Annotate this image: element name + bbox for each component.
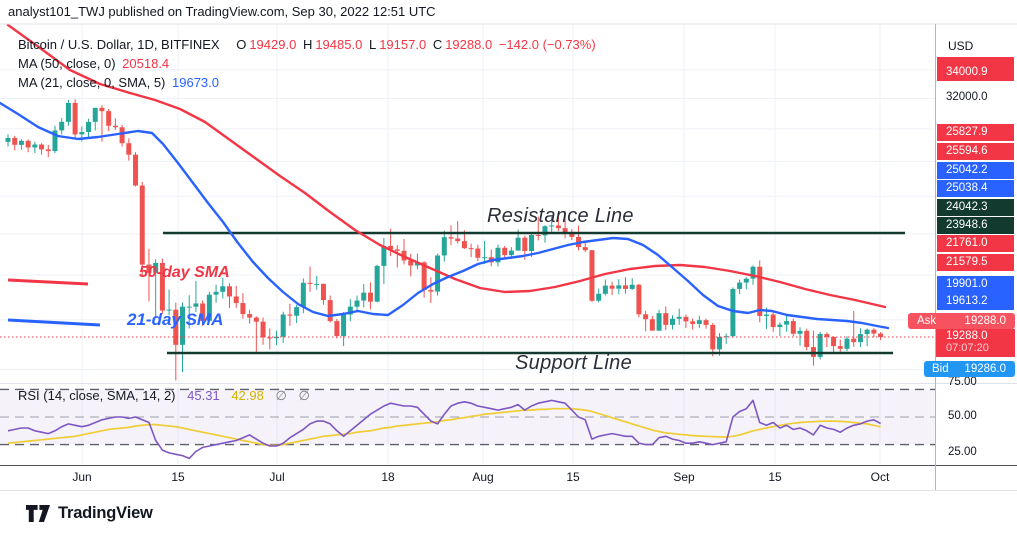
sma21-annotation[interactable]: 21-day SMA xyxy=(127,310,224,329)
ma50-value: 20518.4 xyxy=(122,56,170,71)
ohlc-low-value: 19157.0 xyxy=(379,37,427,52)
bid-price-label: Bid 19286.0 xyxy=(924,361,1015,377)
resistance-line-label[interactable]: Resistance Line xyxy=(487,205,634,227)
bid-tag: Bid xyxy=(932,363,949,375)
ohlc-close-key: C xyxy=(432,37,443,52)
time-label: Sep xyxy=(673,470,695,484)
ask-tag: Ask xyxy=(917,315,937,327)
sma50-annotation[interactable]: 50-day SMA xyxy=(139,264,230,281)
price-label: 21761.0 xyxy=(937,234,1014,252)
price-label: 23948.6 xyxy=(937,216,1014,234)
rsi-ma-value: 42.98 xyxy=(231,388,264,403)
rsi-empty-icon: ∅ xyxy=(275,388,287,403)
time-label: 15 xyxy=(768,470,782,484)
price-label: 25042.2 xyxy=(937,161,1014,179)
ma21-label: MA (21, close, 0, SMA, 5) xyxy=(18,75,166,90)
price-label: 25038.4 xyxy=(937,179,1014,197)
tradingview-wordmark: TradingView xyxy=(58,504,153,522)
price-axis[interactable]: 34000.9 32000.0 25827.9 25594.6 25042.2 25038… xyxy=(936,24,1017,491)
rsi-legend[interactable]: RSI (14, close, SMA, 14, 2) 45.31 42.98 … xyxy=(18,388,310,404)
currency-label[interactable]: USD xyxy=(948,39,974,53)
bar-countdown: 07:07:20 xyxy=(946,342,989,354)
price-label: 19901.0 xyxy=(937,275,1014,293)
rsi-title: RSI (14, close, SMA, 14, 2) xyxy=(18,388,176,403)
ohlc-high-value: 19485.0 xyxy=(315,37,363,52)
symbol-legend[interactable]: Bitcoin / U.S. Dollar, 1D, BITFINEX O 194… xyxy=(18,37,599,52)
price-label: 25594.6 xyxy=(937,142,1014,160)
bid-value: 19286.0 xyxy=(964,363,1006,375)
ohlc-close-value: 19288.0 xyxy=(445,37,493,52)
change-value: −142.0 (−0.73%) xyxy=(498,37,596,52)
tradingview-mark-icon xyxy=(26,505,50,522)
tradingview-logo[interactable]: TradingView xyxy=(26,504,153,523)
time-label: Aug xyxy=(472,470,494,484)
support-line-label[interactable]: Support Line xyxy=(515,352,633,374)
ohlc-open-value: 19429.0 xyxy=(249,37,297,52)
time-label: 15 xyxy=(566,470,580,484)
price-label xyxy=(937,56,1014,66)
last-price-label: 19288.0 07:07:20 xyxy=(936,329,1015,357)
price-label: 21579.5 xyxy=(937,253,1014,271)
ma21-value: 19673.0 xyxy=(172,75,220,90)
last-price-value: 19288.0 xyxy=(946,330,988,342)
price-label: 25827.9 xyxy=(937,123,1014,141)
time-label: 15 xyxy=(171,470,185,484)
time-label: 18 xyxy=(381,470,395,484)
ask-price-label: Ask 19288.0 xyxy=(908,313,1015,329)
price-label: 34000.9 xyxy=(937,63,1014,81)
rsi-value: 45.31 xyxy=(187,388,220,403)
time-label: Oct xyxy=(870,470,890,484)
time-label: Jul xyxy=(269,470,285,484)
rsi-empty-icon: ∅ xyxy=(298,388,310,403)
ma50-label: MA (50, close, 0) xyxy=(18,56,116,71)
time-label: Jun xyxy=(72,470,92,484)
price-label: 19613.2 xyxy=(937,292,1014,310)
price-label: 32000.0 xyxy=(946,90,988,103)
ohlc-open-key: O xyxy=(236,37,247,52)
rsi-scale-tick: 50.00 xyxy=(948,410,977,422)
ask-value: 19288.0 xyxy=(964,315,1006,327)
attribution-text: analyst101_TWJ published on TradingView.… xyxy=(8,4,436,19)
ohlc-high-key: H xyxy=(302,37,313,52)
price-label: 24042.3 xyxy=(937,198,1014,216)
ma21-legend[interactable]: MA (21, close, 0, SMA, 5) 19673.0 xyxy=(18,75,222,90)
ma50-legend[interactable]: MA (50, close, 0) 20518.4 xyxy=(18,56,172,71)
rsi-scale-tick: 25.00 xyxy=(948,446,977,458)
symbol-title: Bitcoin / U.S. Dollar, 1D, BITFINEX xyxy=(18,37,220,52)
rsi-scale-tick: 75.00 xyxy=(948,376,977,388)
ohlc-low-key: L xyxy=(368,37,377,52)
